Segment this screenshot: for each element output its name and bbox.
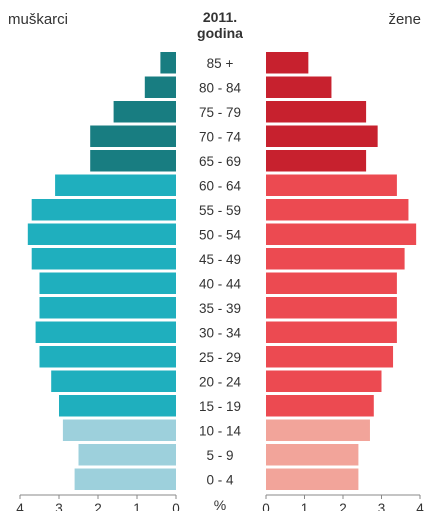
age-group-label: 15 - 19 [199,399,241,414]
age-group-label: 60 - 64 [199,178,242,193]
x-axes: 4 3 2 1 0 0 1 2 3 4 [16,494,424,511]
male-bar [78,444,176,466]
age-group-label: 70 - 74 [199,129,242,144]
female-bar [266,150,367,172]
right-label: žene [388,11,421,28]
male-bars [27,52,177,490]
female-bar [266,346,394,368]
age-group-label: 40 - 44 [199,276,242,291]
right-tick-label: 3 [378,501,386,511]
age-group-label: 5 - 9 [206,448,233,463]
male-bar [144,76,176,98]
male-bar [39,297,176,319]
female-bar [266,272,397,294]
male-bar [160,52,176,74]
female-bar [266,248,405,270]
male-bar [62,419,176,441]
male-bar [55,174,176,196]
female-bar [266,101,367,123]
age-group-label: 80 - 84 [199,80,242,95]
age-group-label: 65 - 69 [199,154,241,169]
age-group-label: 10 - 14 [199,423,242,438]
left-tick-label: 1 [133,501,141,511]
left-label: muškarci [8,11,68,28]
left-tick-label: 2 [94,501,102,511]
age-group-label: 35 - 39 [199,301,241,316]
age-group-label: 45 - 49 [199,252,241,267]
female-bar [266,395,374,417]
age-group-label: 0 - 4 [206,472,234,487]
female-bar [266,419,370,441]
chart-title-subtitle: godina [197,25,243,41]
center-axis-label: % [214,497,226,511]
male-bar [74,468,176,490]
male-bar [39,272,176,294]
age-group-labels: 85 + 80 - 84 75 - 79 70 - 74 65 - 69 60 - 64 5… [199,56,242,488]
female-bar [266,125,378,147]
left-tick-label: 3 [55,501,63,511]
male-bar [31,199,177,221]
male-bar [27,223,176,245]
right-tick-label: 0 [262,501,270,511]
chart-title-year: 2011. [203,9,237,25]
male-bar [113,101,176,123]
male-bar [51,370,177,392]
female-bar [266,370,382,392]
right-tick-label: 4 [416,501,424,511]
female-bar [266,199,409,221]
age-group-label: 50 - 54 [199,227,242,242]
age-group-label: 55 - 59 [199,203,241,218]
left-tick-label: 4 [16,501,24,511]
female-bar [266,223,417,245]
female-bars [266,52,417,490]
female-bar [266,321,397,343]
right-tick-label: 2 [339,501,347,511]
age-group-label: 25 - 29 [199,350,241,365]
male-bar [39,346,176,368]
female-bar [266,76,332,98]
age-group-label: 20 - 24 [199,374,242,389]
male-bar [59,395,176,417]
left-tick-label: 0 [172,501,180,511]
age-group-label: 85 + [207,56,234,71]
male-bar [35,321,176,343]
right-tick-label: 1 [301,501,309,511]
age-group-label: 75 - 79 [199,105,241,120]
female-bar [266,444,359,466]
male-bar [90,150,176,172]
female-bar [266,174,397,196]
male-bar [31,248,177,270]
age-group-label: 30 - 34 [199,325,242,340]
male-bar [90,125,176,147]
female-bar [266,468,359,490]
female-bar [266,297,397,319]
female-bar [266,52,309,74]
